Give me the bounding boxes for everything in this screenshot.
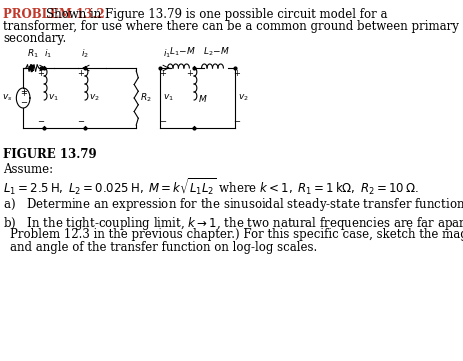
- Text: −: −: [159, 117, 166, 126]
- Text: −: −: [233, 117, 240, 126]
- Text: $L_2\!-\!M$: $L_2\!-\!M$: [203, 45, 230, 58]
- Text: Problem 12.3 in the previous chapter.) For this specific case, sketch the magnit: Problem 12.3 in the previous chapter.) F…: [10, 228, 463, 241]
- Text: +: +: [37, 70, 44, 78]
- Text: Assume:: Assume:: [3, 163, 54, 176]
- Text: −: −: [77, 117, 85, 126]
- Text: +: +: [20, 87, 27, 96]
- Text: b) In the tight-coupling limit, $k \to 1$, the two natural frequencies are far a: b) In the tight-coupling limit, $k \to 1…: [3, 215, 463, 232]
- Text: a) Determine an expression for the sinusoidal steady-state transfer function $V_: a) Determine an expression for the sinus…: [3, 196, 463, 213]
- Text: $v_s$: $v_s$: [2, 93, 12, 103]
- Text: $M$: $M$: [198, 92, 207, 104]
- Text: transformer, for use where there can be a common ground between primary and: transformer, for use where there can be …: [3, 20, 463, 33]
- Text: secondary.: secondary.: [3, 32, 67, 45]
- Text: $L_1\!-\!M$: $L_1\!-\!M$: [169, 45, 196, 58]
- Text: +: +: [78, 70, 84, 78]
- Text: −: −: [37, 117, 44, 126]
- Text: $L_1 = 2.5\,\mathrm{H},\; L_2 = 0.025\,\mathrm{H},\; M = k\sqrt{L_1 L_2}$ where : $L_1 = 2.5\,\mathrm{H},\; L_2 = 0.025\,\…: [3, 176, 419, 197]
- Text: PROBLEM 13.2: PROBLEM 13.2: [3, 8, 105, 21]
- Text: $v_1$: $v_1$: [163, 93, 174, 103]
- Text: +: +: [234, 70, 240, 78]
- Text: $i_1$: $i_1$: [163, 48, 171, 60]
- Text: +: +: [187, 70, 194, 78]
- Text: $R_2$: $R_2$: [140, 92, 151, 104]
- Text: $i_1$: $i_1$: [44, 48, 51, 60]
- Text: Shown in Figure 13.79 is one possible circuit model for a: Shown in Figure 13.79 is one possible ci…: [46, 8, 388, 21]
- Text: $v_2$: $v_2$: [88, 93, 99, 103]
- Text: $v_1$: $v_1$: [48, 93, 58, 103]
- Text: FIGURE 13.79: FIGURE 13.79: [3, 148, 97, 161]
- Text: +: +: [20, 88, 26, 97]
- Text: −: −: [19, 99, 27, 108]
- Text: and angle of the transfer function on log-log scales.: and angle of the transfer function on lo…: [10, 241, 317, 254]
- Text: $v_2$: $v_2$: [238, 93, 249, 103]
- Text: +: +: [159, 70, 166, 78]
- Text: $R_1$: $R_1$: [27, 48, 38, 60]
- Text: $i_2$: $i_2$: [81, 48, 89, 60]
